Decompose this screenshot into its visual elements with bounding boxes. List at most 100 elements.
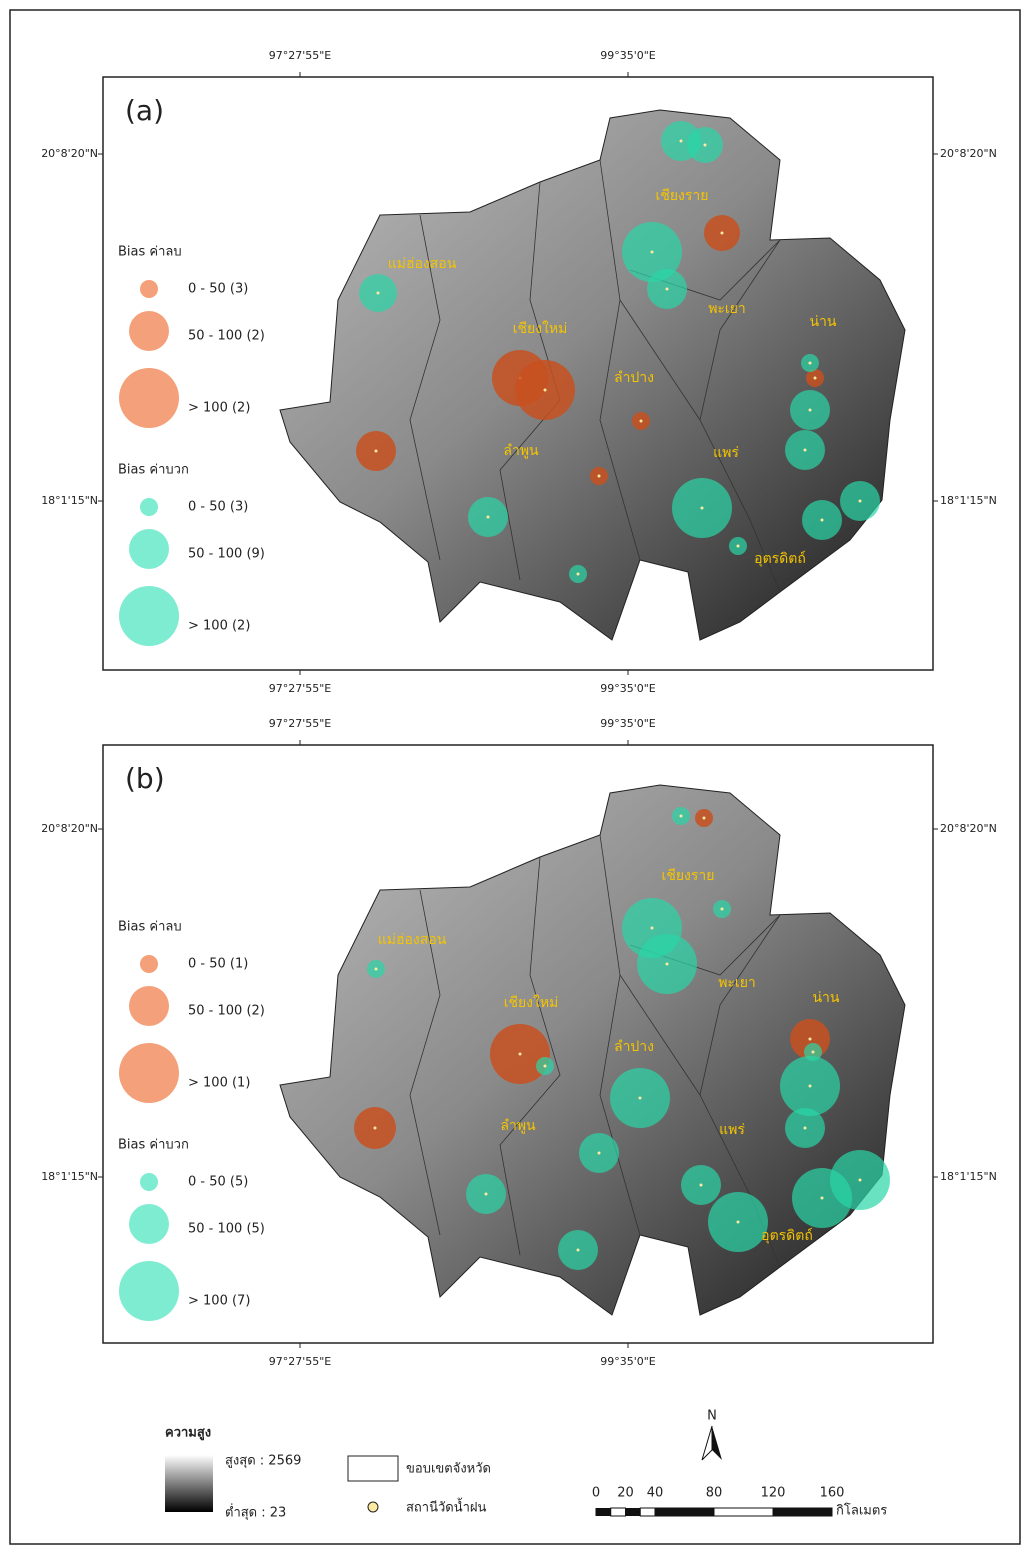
lat-label: 18°1'15"N [940, 494, 997, 507]
panel-label: (b) [125, 762, 165, 795]
lat-label: 20°8'20"N [940, 147, 997, 160]
province-name: ลำพูน [500, 1118, 536, 1134]
province-name: ลำปาง [614, 370, 654, 386]
legend-symbol [119, 368, 179, 428]
legend-title: Bias ค่าบวก [118, 1138, 189, 1153]
station [680, 140, 683, 143]
province-name: พะเยา [718, 975, 756, 991]
elevation-min: ต่ำสุด : 23 [225, 1504, 286, 1521]
boundary-symbol [348, 1456, 398, 1481]
station [375, 968, 378, 971]
legend-class: > 100 (2) [188, 619, 250, 634]
station [809, 1085, 812, 1088]
station [721, 908, 724, 911]
station [544, 389, 547, 392]
north-label: N [707, 1409, 717, 1424]
legend-class: 50 - 100 (9) [188, 547, 265, 562]
scale-label: 20 [617, 1486, 634, 1501]
legend-class: 50 - 100 (2) [188, 329, 265, 344]
station [666, 963, 669, 966]
figure: (a)97°27'55"E97°27'55"E99°35'0"E99°35'0"… [0, 0, 1024, 1546]
elevation-title: ความสูง [165, 1426, 211, 1441]
province-name: ลำปาง [614, 1039, 654, 1055]
legend-title: Bias ค่าลบ [118, 245, 182, 260]
lon-label: 97°27'55"E [269, 717, 332, 730]
scale-segment [640, 1508, 655, 1516]
station [651, 251, 654, 254]
station [737, 545, 740, 548]
station [809, 409, 812, 412]
legend-class: 0 - 50 (1) [188, 957, 248, 972]
legend-title: Bias ค่าบวก [118, 463, 189, 478]
lat-label: 20°8'20"N [940, 822, 997, 835]
station [821, 519, 824, 522]
station [651, 927, 654, 930]
station [812, 1051, 815, 1054]
station [804, 1127, 807, 1130]
province-name: เชียงราย [662, 868, 715, 884]
lon-label: 99°35'0"E [600, 682, 656, 695]
north-arrow [702, 1426, 712, 1460]
station-symbol [368, 1502, 378, 1512]
legend-class: 50 - 100 (5) [188, 1222, 265, 1237]
legend-symbol [140, 498, 158, 516]
station [544, 1065, 547, 1068]
legend-class: > 100 (2) [188, 401, 250, 416]
province-name: พะเยา [708, 301, 746, 317]
north-arrow [712, 1426, 722, 1460]
legend-class: 0 - 50 (3) [188, 282, 248, 297]
province-name: ลำพูน [503, 443, 539, 459]
province-name: น่าน [809, 314, 836, 330]
legend-symbol [129, 986, 169, 1026]
station [666, 288, 669, 291]
province-name: อุตรดิตถ์ [754, 550, 806, 567]
station [577, 573, 580, 576]
station [701, 507, 704, 510]
lon-label: 97°27'55"E [269, 1355, 332, 1368]
lon-label: 99°35'0"E [600, 717, 656, 730]
station [598, 1152, 601, 1155]
province-name: อุตรดิตถ์ [761, 1227, 813, 1244]
map-panel: (b) 97°27'55"E 97°27'55"E 99°35'0"E 99°35'0"… [41, 717, 997, 1368]
elevation-ramp [165, 1455, 213, 1512]
province-name: แม่ฮ่องสอน [388, 256, 457, 272]
station [519, 1053, 522, 1056]
legend-class: 50 - 100 (2) [188, 1004, 265, 1019]
scale-segment [626, 1508, 641, 1516]
station [737, 1221, 740, 1224]
station [809, 1038, 812, 1041]
station [375, 450, 378, 453]
lon-label: 99°35'0"E [600, 1355, 656, 1368]
scale-label: 80 [706, 1486, 723, 1501]
station [809, 362, 812, 365]
station [374, 1127, 377, 1130]
lon-label: 97°27'55"E [269, 682, 332, 695]
province-name: แพร่ [719, 1122, 745, 1138]
province-name: เชียงใหม่ [513, 320, 568, 337]
scale-label: 0 [592, 1486, 600, 1501]
lat-label: 18°1'15"N [41, 1170, 98, 1183]
scale-segment [714, 1508, 773, 1516]
province-name: น่าน [812, 990, 839, 1006]
legend-symbol [119, 1261, 179, 1321]
scale-segment [773, 1508, 832, 1516]
lat-label: 20°8'20"N [41, 147, 98, 160]
station [377, 292, 380, 295]
legend-class: > 100 (1) [188, 1076, 250, 1091]
station [814, 377, 817, 380]
legend-symbol [119, 1043, 179, 1103]
legend-symbol [119, 586, 179, 646]
legend-symbol [129, 529, 169, 569]
station [700, 1184, 703, 1187]
lon-label: 99°35'0"E [600, 49, 656, 62]
province-name: แพร่ [713, 445, 739, 461]
province-name: เชียงใหม่ [504, 994, 559, 1011]
station [804, 449, 807, 452]
station [577, 1249, 580, 1252]
station [703, 817, 706, 820]
scale-label: 40 [647, 1486, 664, 1501]
legend-class: 0 - 50 (5) [188, 1175, 248, 1190]
scale-segment [611, 1508, 626, 1516]
legend-title: Bias ค่าลบ [118, 920, 182, 935]
station [704, 144, 707, 147]
